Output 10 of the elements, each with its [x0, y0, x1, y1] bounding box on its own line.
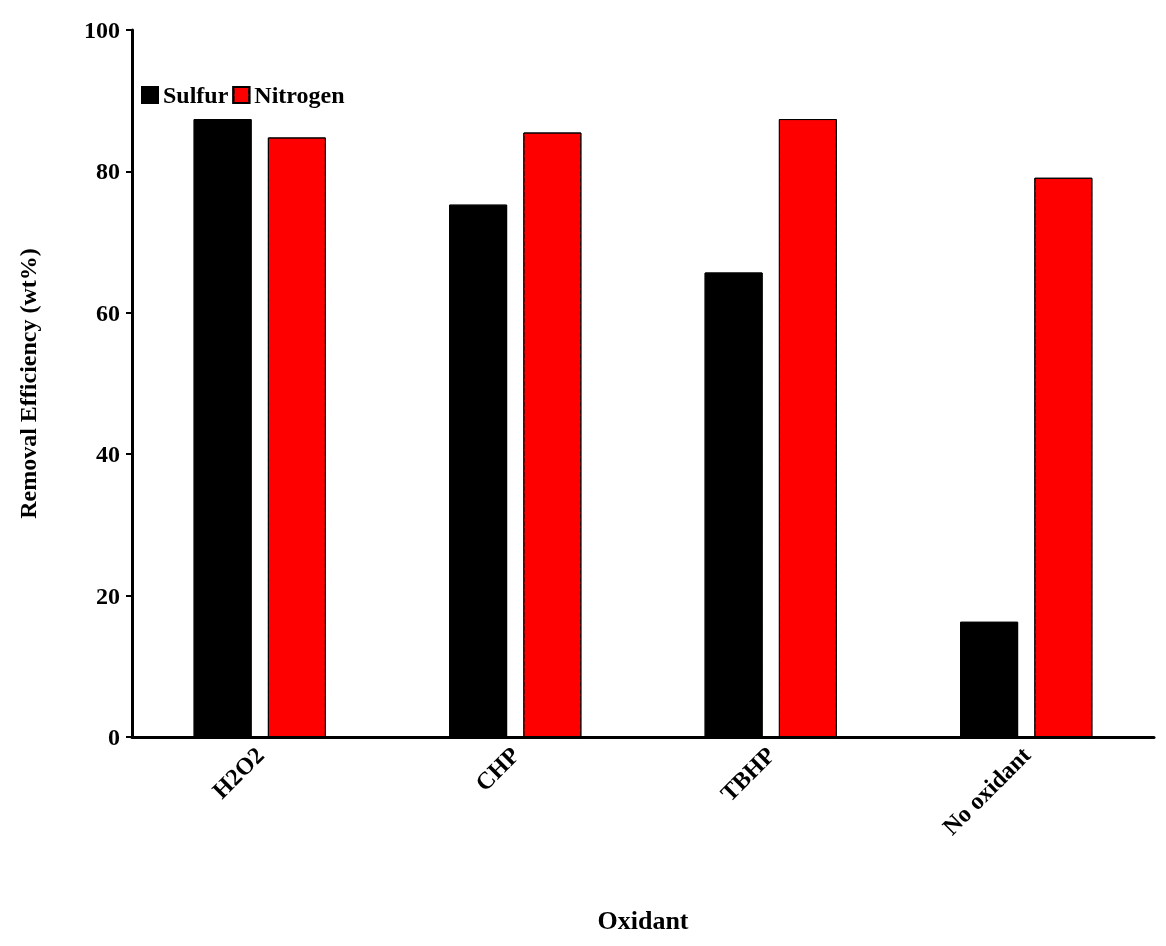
y-axis-title: Removal Efficiency (wt%): [15, 248, 41, 519]
y-tick-label: 80: [96, 158, 120, 185]
y-tick-label: 0: [108, 724, 120, 750]
legend-label: Nitrogen: [254, 82, 345, 108]
legend-label: Sulfur: [163, 82, 229, 108]
y-tick-label: 20: [96, 582, 120, 609]
y-tick-label: 60: [96, 299, 120, 326]
y-tick-label: 40: [96, 441, 120, 468]
y-tick-label: 100: [84, 17, 120, 43]
x-axis-title: Oxidant: [597, 905, 689, 935]
